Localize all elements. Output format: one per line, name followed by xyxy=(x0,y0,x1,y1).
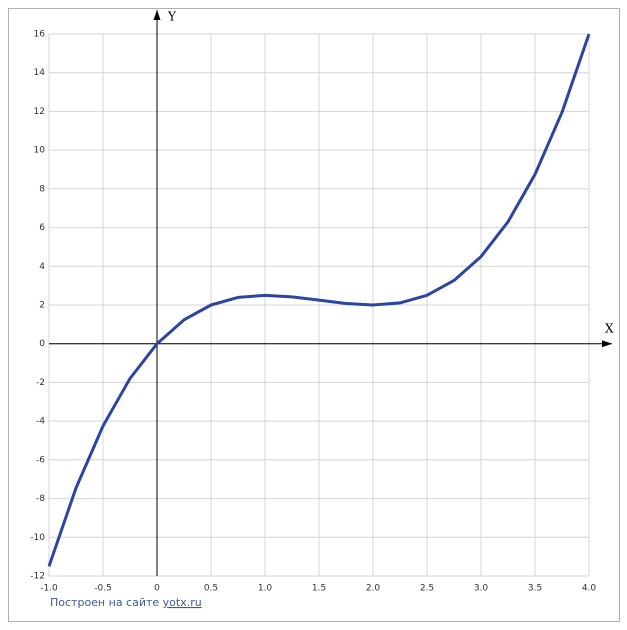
curve xyxy=(47,33,591,567)
x-axis-arrow xyxy=(602,340,612,348)
y-tick-label: 8 xyxy=(39,184,45,194)
frame xyxy=(8,8,620,622)
y-tick-label: 0 xyxy=(39,339,45,349)
footer: Построен на сайте yotx.ru xyxy=(50,596,202,609)
y-axis-arrow xyxy=(153,10,161,20)
x-tick-label: 1.5 xyxy=(312,584,326,594)
y-tick-label: -8 xyxy=(36,494,45,504)
y-tick-label: 2 xyxy=(39,301,45,311)
y-tick-label: 12 xyxy=(34,107,45,117)
footer-text: Построен на сайте xyxy=(50,596,159,609)
x-tick-label: 2.0 xyxy=(366,584,381,594)
footer-link[interactable]: yotx.ru xyxy=(163,596,202,609)
x-axis-label: X xyxy=(605,322,614,336)
y-tick-label: -4 xyxy=(36,417,45,427)
y-tick-label: -2 xyxy=(36,378,45,388)
y-tick-label: 6 xyxy=(39,223,45,233)
x-tick-label: -0.5 xyxy=(94,584,112,594)
y-axis-label: Y xyxy=(167,10,177,24)
y-tick-label: 16 xyxy=(34,30,46,40)
x-tick-label: 0 xyxy=(154,584,160,594)
x-tick-label: 1.0 xyxy=(258,584,273,594)
y-tick-label: -10 xyxy=(30,533,45,543)
x-tick-label: 2.5 xyxy=(420,584,434,594)
x-tick-label: -1.0 xyxy=(40,584,58,594)
y-tick-label: 14 xyxy=(34,68,46,78)
x-tick-label: 0.5 xyxy=(204,584,218,594)
x-tick-label: 4.0 xyxy=(582,584,597,594)
y-tick-label: -6 xyxy=(36,455,45,465)
x-tick-label: 3.0 xyxy=(474,584,489,594)
y-tick-label: -12 xyxy=(30,572,45,582)
y-tick-label: 4 xyxy=(39,262,45,272)
y-tick-label: 10 xyxy=(34,146,46,156)
x-tick-label: 3.5 xyxy=(528,584,542,594)
